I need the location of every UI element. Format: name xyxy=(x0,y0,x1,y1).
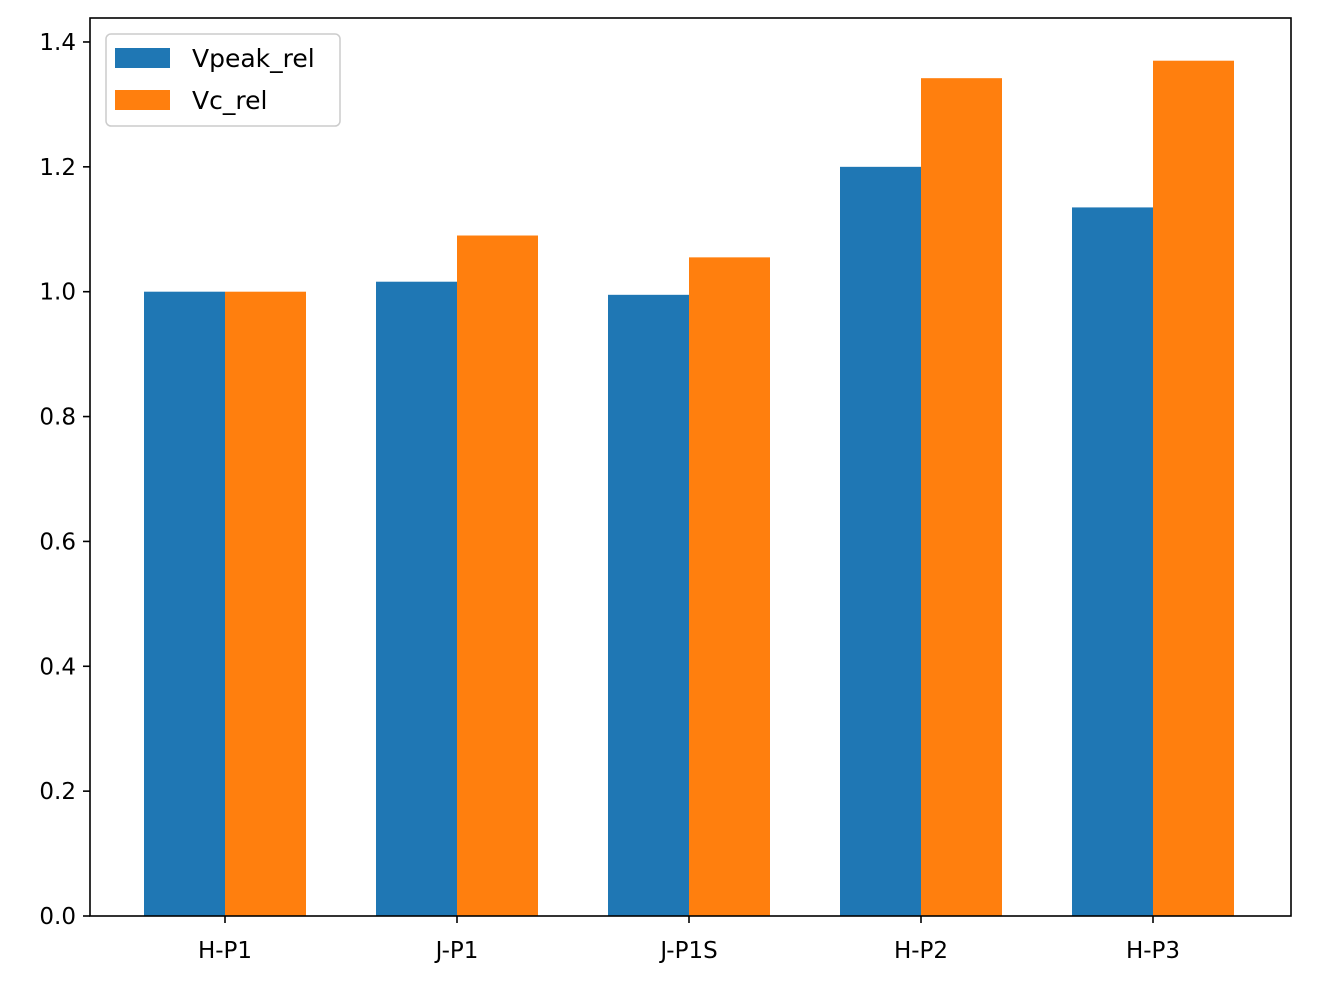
y-tick-label: 0.2 xyxy=(39,779,76,805)
bar-Vc_rel-J-P1S xyxy=(689,257,770,916)
x-tick-label: H-P1 xyxy=(198,938,252,964)
bar-Vpeak_rel-H-P1 xyxy=(144,291,225,917)
bar-Vc_rel-J-P1 xyxy=(457,235,538,916)
y-tick-label: 0.4 xyxy=(39,654,76,680)
x-tick-label: J-P1S xyxy=(658,938,717,964)
legend-label-Vc_rel: Vc_rel xyxy=(192,86,267,115)
bar-Vc_rel-H-P2 xyxy=(921,78,1002,916)
x-tick-label: H-P2 xyxy=(894,938,948,964)
plot-frame xyxy=(89,17,1292,917)
bar-Vpeak_rel-J-P1S xyxy=(608,294,689,916)
axes-layer: 0.0 0.2 0.4 0.6 0.8 1.0 1.2 1.4 H-P1 J-P1 J-P1S H-P… xyxy=(39,17,1292,964)
legend: Vpeak_rel Vc_rel xyxy=(105,33,341,127)
y-tick-label: 0.0 xyxy=(39,904,76,930)
legend-label-Vpeak_rel: Vpeak_rel xyxy=(192,44,315,73)
bar-Vpeak_rel-J-P1 xyxy=(376,281,457,917)
bar-Vpeak_rel-H-P3 xyxy=(1072,207,1153,917)
bar-Vc_rel-H-P1 xyxy=(225,291,306,917)
legend-swatch-Vpeak_rel xyxy=(115,48,170,68)
bar-Vpeak_rel-H-P2 xyxy=(840,166,921,917)
bar-Vc_rel-H-P3 xyxy=(1153,60,1234,916)
x-tick-label: H-P3 xyxy=(1126,938,1180,964)
y-tick-label: 0.6 xyxy=(39,529,76,555)
y-tick-label: 1.2 xyxy=(39,155,76,181)
x-tick-label: J-P1 xyxy=(434,938,479,964)
bars-layer xyxy=(144,60,1234,917)
legend-swatch-Vc_rel xyxy=(115,90,170,110)
y-tick-label: 1.0 xyxy=(39,280,76,306)
y-tick-label: 0.8 xyxy=(39,405,76,431)
y-tick-label: 1.4 xyxy=(39,30,76,56)
